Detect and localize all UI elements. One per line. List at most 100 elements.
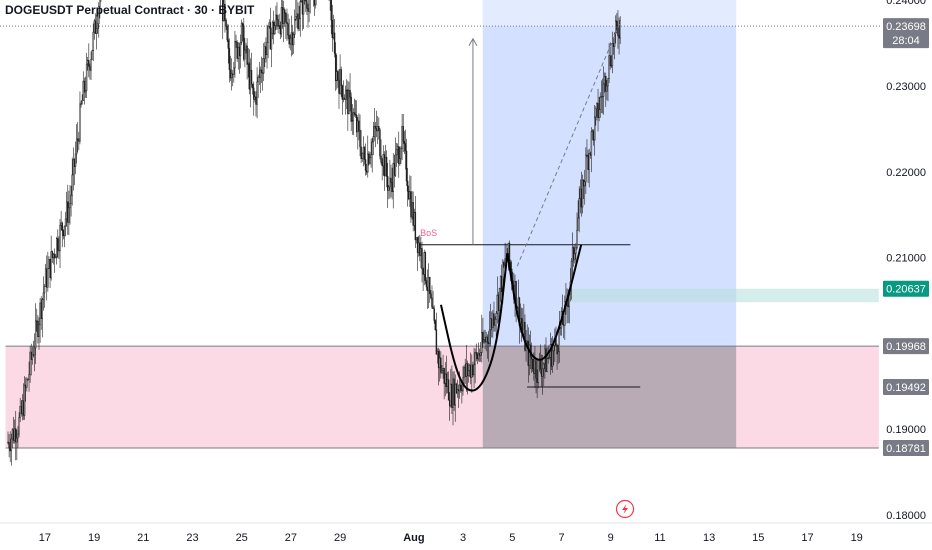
candle-body xyxy=(478,353,481,356)
candle-body xyxy=(38,324,40,338)
candle-body xyxy=(408,190,410,200)
candle-body xyxy=(307,8,309,12)
candle-body xyxy=(458,384,461,392)
candle xyxy=(69,184,71,225)
candle xyxy=(265,37,267,63)
candle-body xyxy=(225,19,227,27)
candle xyxy=(56,236,58,265)
candle-body xyxy=(29,351,31,375)
candle-body xyxy=(520,318,523,325)
candle-body xyxy=(404,143,407,152)
candle-body xyxy=(46,268,48,288)
candle-body xyxy=(431,297,433,308)
candle-body xyxy=(340,69,342,86)
candle-body xyxy=(470,364,472,378)
candle xyxy=(64,211,67,237)
candle xyxy=(65,191,68,227)
candle xyxy=(401,114,403,161)
flash-icon[interactable] xyxy=(615,499,635,519)
candle xyxy=(233,62,235,83)
candle-body xyxy=(434,320,437,331)
candle-body xyxy=(81,100,83,105)
candle-body xyxy=(87,60,89,65)
candle xyxy=(392,153,394,209)
candle xyxy=(282,0,285,43)
candle xyxy=(10,433,13,466)
candle xyxy=(73,158,76,186)
candle-body xyxy=(401,126,403,149)
candle xyxy=(441,364,443,375)
candle-body xyxy=(227,39,229,49)
candle-body xyxy=(586,154,588,156)
candle-body xyxy=(296,13,298,17)
candle-body xyxy=(272,22,275,35)
candle xyxy=(236,40,238,62)
candle-body xyxy=(48,259,50,269)
candle xyxy=(391,167,393,200)
candle xyxy=(44,263,47,287)
candle xyxy=(28,361,30,392)
candle-body xyxy=(537,359,539,383)
candle-body xyxy=(503,262,505,266)
candle-body xyxy=(497,294,500,311)
candle-body xyxy=(399,158,401,165)
candle-body xyxy=(251,83,254,89)
candle xyxy=(81,94,83,105)
candle-body xyxy=(58,250,60,252)
candle xyxy=(347,80,349,131)
candle-body xyxy=(228,48,231,70)
candle-body xyxy=(306,0,308,9)
candle xyxy=(15,410,17,461)
candle-body xyxy=(388,186,390,191)
candle-body xyxy=(9,447,11,452)
candle xyxy=(68,190,70,236)
candle xyxy=(486,334,489,359)
candle xyxy=(27,377,29,381)
candle xyxy=(477,342,480,362)
candle xyxy=(594,104,596,156)
candle xyxy=(74,141,77,175)
candle xyxy=(431,285,433,310)
candle-body xyxy=(341,85,344,100)
candle xyxy=(243,17,245,62)
candle-body xyxy=(336,71,338,81)
candle xyxy=(588,148,590,188)
stop-zone xyxy=(482,346,737,448)
candle xyxy=(412,191,414,232)
candle xyxy=(268,19,270,29)
candle-body xyxy=(460,384,462,390)
candle-body xyxy=(23,384,26,416)
candle-body xyxy=(78,138,80,142)
candle xyxy=(574,245,576,264)
candle xyxy=(331,4,334,52)
candle-body xyxy=(21,400,24,414)
candle xyxy=(266,24,268,69)
candle-body xyxy=(250,70,253,85)
candle-body xyxy=(532,358,534,370)
candle-body xyxy=(40,302,42,319)
candle-body xyxy=(587,155,589,170)
candle xyxy=(382,145,384,176)
candle-body xyxy=(378,126,380,131)
candle-body xyxy=(347,89,349,115)
candle-body xyxy=(39,302,41,326)
candle xyxy=(340,66,342,97)
candle-body xyxy=(535,360,537,379)
candle-body xyxy=(563,324,565,326)
candle xyxy=(344,85,347,115)
candle xyxy=(481,314,483,363)
chart-title: DOGEUSDT Perpetual Contract · 30 · BYBIT xyxy=(5,3,255,17)
candle-body xyxy=(238,46,241,57)
candle-body xyxy=(473,364,475,376)
pattern-right-cup xyxy=(506,244,583,361)
candle-body xyxy=(226,25,228,41)
candle-body xyxy=(239,42,242,57)
candle xyxy=(408,185,410,201)
candle xyxy=(384,144,387,177)
candle-body xyxy=(498,288,501,311)
candle-body xyxy=(50,251,52,279)
candle-body xyxy=(597,102,599,118)
candle xyxy=(356,100,358,138)
candle-body xyxy=(8,442,10,449)
